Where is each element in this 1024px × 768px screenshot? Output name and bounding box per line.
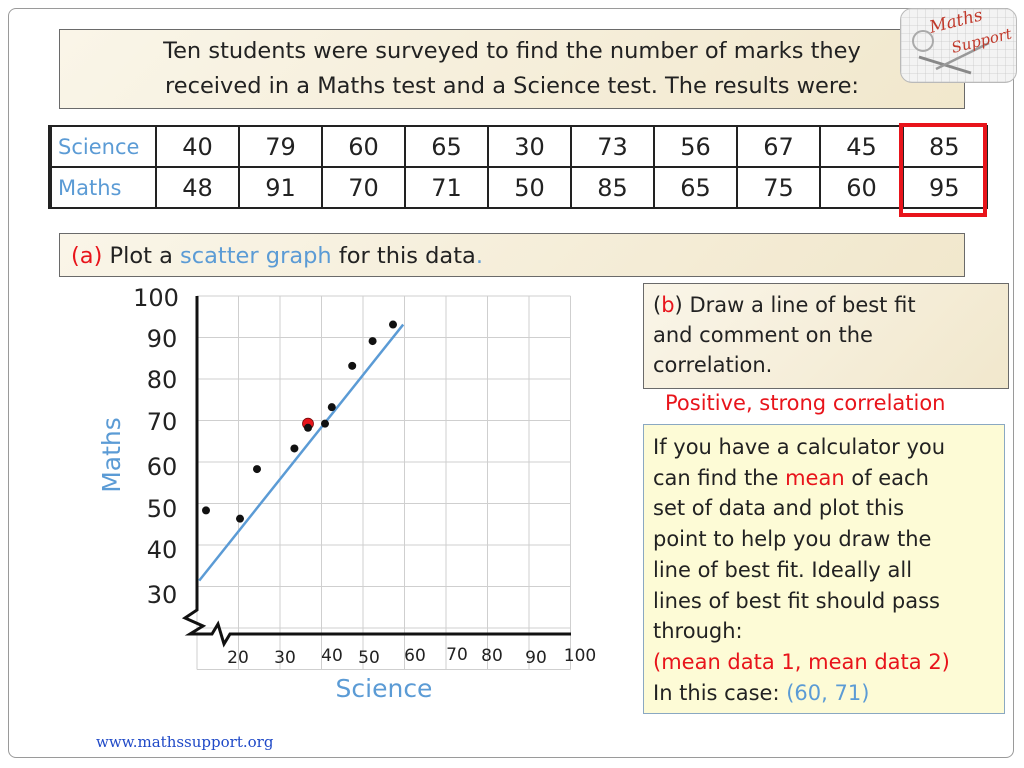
table-cell: 65 [653,166,738,209]
intro-box: Ten students were surveyed to find the n… [59,29,965,109]
part-a-text-1: Plot a [109,243,173,269]
scatter-graph: 100 90 80 70 60 50 40 30 20 30 40 50 60 70 80 90 100 Scie… [97,284,596,703]
y-tick-label: 90 [147,325,178,353]
table-cell: 70 [321,166,406,209]
x-tick-label: 40 [321,646,343,666]
data-point [348,361,357,370]
tip-mean-formula: (mean data 1, mean data 2) [653,649,950,674]
tip-box: If you have a calculator you can find th… [643,424,1005,714]
table-row-science: Science 40 79 60 65 30 73 56 67 45 85 [48,125,988,168]
part-b-open: ( [653,293,662,317]
tip-mean-value: (60, 71) [786,680,870,705]
tip-line-2c: of each [851,465,929,490]
table-cell: 73 [570,125,655,168]
x-tick-label: 80 [481,646,503,666]
part-a-scatter-graph: scatter graph [180,243,332,269]
table-cell: 40 [155,125,240,168]
tip-mean-word: mean [785,465,845,490]
table-cell: 50 [487,166,572,209]
part-b-box: (b) Draw a line of best fit and comment … [643,283,1009,389]
x-tick-label: 70 [446,645,468,665]
data-point [321,419,329,428]
x-tick-label: 50 [358,648,380,668]
table-cell: 85 [902,125,988,168]
row-label-maths: Maths [48,166,157,209]
table-cell: 45 [819,125,904,168]
y-axis-label: Maths [97,417,126,493]
line-of-best-fit [198,323,405,582]
data-point [389,320,397,329]
data-point [236,514,244,523]
table-cell: 75 [736,166,821,209]
part-b-line-2: and comment on the [653,323,873,347]
x-tick-label: 20 [227,648,249,668]
table-cell: 79 [238,125,323,168]
data-point [304,423,312,432]
data-point [368,337,377,346]
y-tick-label: 50 [147,495,178,523]
part-b-line-3: correlation. [653,353,773,377]
logo-graphic: Maths Support [901,9,1016,82]
table-cell: 91 [238,166,323,209]
y-tick-label: 30 [147,581,178,609]
row-label-science: Science [48,125,157,168]
part-b-text-1: Draw a line of best fit [689,293,916,317]
tip-line-4: point to help you draw the [653,527,932,552]
x-axis [206,620,571,648]
tip-line-1: If you have a calculator you [653,435,946,459]
x-tick-label: 90 [525,648,547,668]
y-tick-label: 60 [147,453,178,481]
table-cell: 56 [653,125,738,168]
table-cell: 60 [819,166,904,209]
tip-line-3: set of data and plot this [653,496,905,521]
part-a-period: . [475,243,483,269]
table-cell: 65 [404,125,489,168]
intro-line-2: received in a Maths test and a Science t… [164,73,860,99]
table-cell: 85 [570,166,655,209]
y-tick-label: 40 [147,536,178,564]
y-tick-label: 80 [147,366,178,394]
tip-line-9a: In this case: [653,680,780,705]
x-tick-label: 60 [404,646,426,666]
y-axis [181,296,207,636]
footer-url[interactable]: www.mathssupport.org [96,733,274,751]
part-b-letter: b [661,293,675,317]
table-cell: 30 [487,125,572,168]
data-point [327,403,336,412]
part-a-text-3: for this data [338,243,476,269]
part-b-close: ) [674,293,683,317]
table-cell: 71 [404,166,489,209]
y-tick-label: 100 [133,284,179,312]
data-point [202,506,210,515]
answer-text: Positive, strong correlation [665,391,946,415]
table-cell: 67 [736,125,821,168]
part-a-box: (a) Plot a scatter graph for this data. [59,233,965,277]
table-cell: 60 [321,125,406,168]
maths-support-logo: Maths Support [900,8,1017,83]
tip-line-2a: can find the [653,465,779,490]
results-table: Science 40 79 60 65 30 73 56 67 45 85 Ma… [48,125,988,209]
x-tick-label: 30 [274,648,296,668]
highlight-box [899,123,987,217]
x-tick-label: 100 [564,646,596,666]
y-tick-label: 70 [147,408,178,436]
tip-line-7: through: [653,619,743,644]
intro-line-1: Ten students were surveyed to find the n… [163,38,861,64]
tip-line-6: lines of best fit should pass [653,588,940,613]
table-cell: 48 [155,166,240,209]
table-cell: 95 [902,166,988,209]
table-row-maths: Maths 48 91 70 71 50 85 65 75 60 95 [48,166,988,209]
data-point [253,465,261,474]
part-a-letter: (a) [71,243,103,269]
data-point [290,444,299,453]
tip-line-5: line of best fit. Ideally all [653,557,913,582]
x-axis-label: Science [336,674,433,703]
